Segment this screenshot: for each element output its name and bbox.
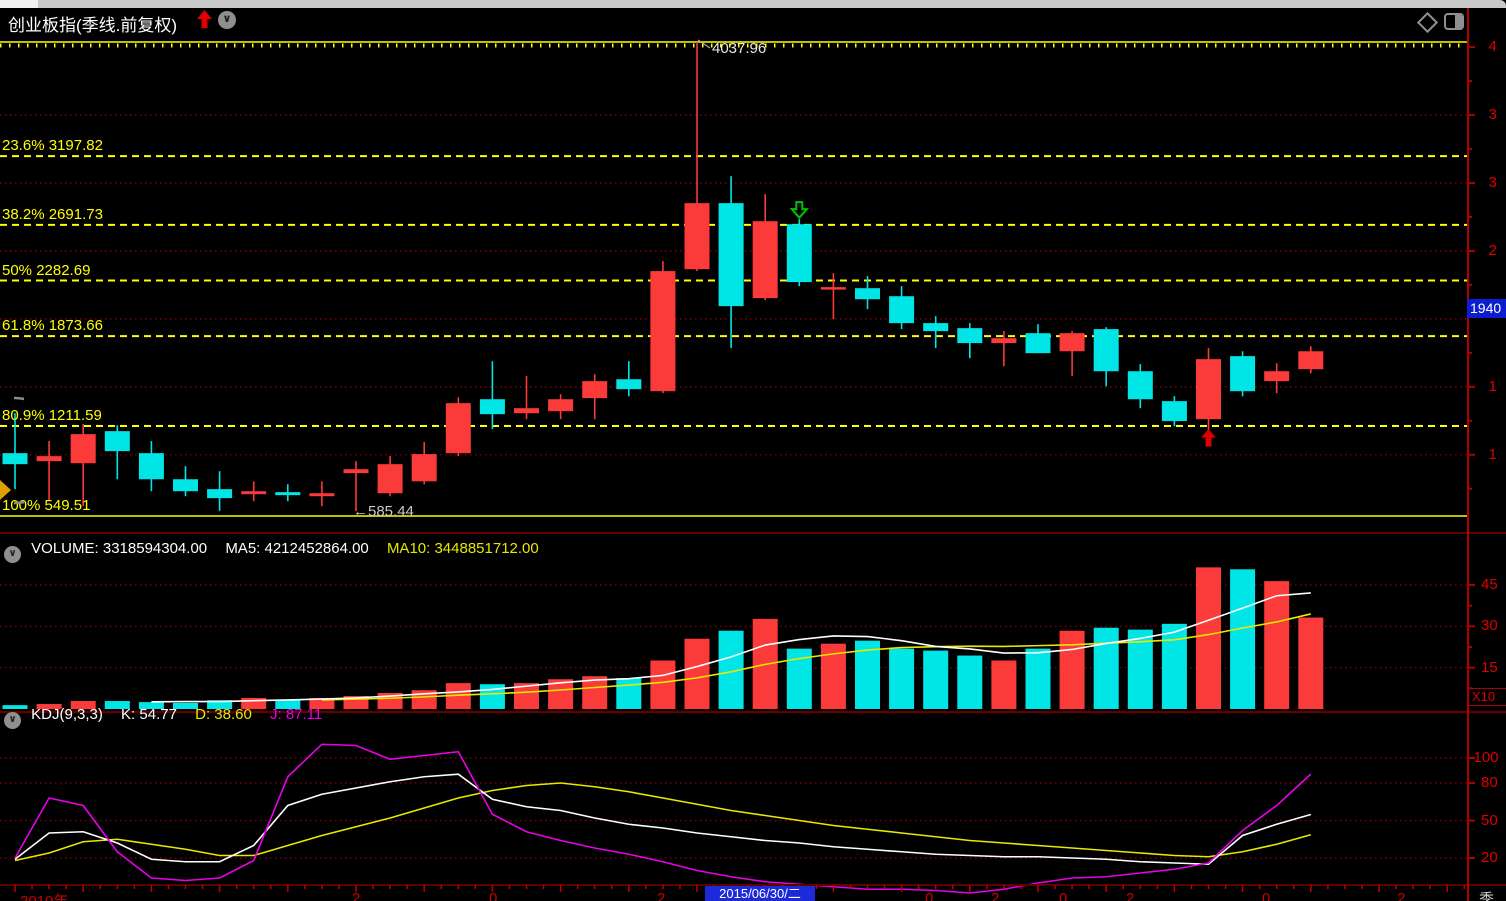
title-collapse-chevron-icon[interactable]: ∨ xyxy=(218,11,236,29)
candle-body xyxy=(411,454,437,482)
kdj-j-line xyxy=(14,743,1312,894)
price-up-arrow-icon xyxy=(196,10,213,29)
candle-body xyxy=(138,453,164,480)
candle-body xyxy=(889,296,915,324)
volume-bar xyxy=(684,638,710,709)
sell-signal-arrow-icon xyxy=(789,201,810,220)
candle-body xyxy=(718,203,744,307)
window-top-strip-segment xyxy=(0,0,38,8)
volume-bar xyxy=(1196,567,1221,709)
candle-body xyxy=(309,493,335,497)
volume-bar xyxy=(36,704,62,709)
kdj-d-line xyxy=(14,782,1312,862)
volume-bar xyxy=(582,676,608,709)
volume-bar xyxy=(2,705,28,709)
candle-body xyxy=(1264,371,1290,382)
left-edge-marker-icon[interactable] xyxy=(0,480,11,500)
candle-body xyxy=(36,456,62,462)
volume-bar xyxy=(1161,623,1187,709)
candle-body xyxy=(377,464,403,494)
volume-bar xyxy=(650,660,676,709)
volume-bar xyxy=(207,700,233,709)
candle-body xyxy=(1298,351,1324,370)
candle-body xyxy=(957,328,983,344)
candle-body xyxy=(548,399,574,412)
window-top-strip xyxy=(0,0,1506,8)
candle-body xyxy=(650,271,676,392)
volume-collapse-chevron-icon[interactable]: ∨ xyxy=(4,546,21,563)
volume-bar xyxy=(855,640,880,709)
candle-body xyxy=(173,479,198,492)
volume-bar xyxy=(104,701,130,709)
panel-split-icon[interactable] xyxy=(1444,13,1464,30)
candle-body xyxy=(479,399,505,415)
volume-bar xyxy=(275,700,301,709)
candle-body xyxy=(582,381,608,399)
volume-bar xyxy=(1264,581,1290,709)
volume-bar xyxy=(889,648,915,709)
candle-body xyxy=(445,403,471,454)
volume-ma5-line xyxy=(151,592,1311,703)
candle-body xyxy=(514,408,539,414)
candle-body xyxy=(1230,356,1256,392)
candle-body xyxy=(207,489,233,499)
panel-split-icon-fill xyxy=(1455,15,1462,28)
volume-bar xyxy=(1025,648,1051,709)
candle-body xyxy=(786,224,812,283)
candle-body xyxy=(923,323,949,332)
kdj-k-line xyxy=(14,773,1312,866)
volume-bar xyxy=(138,702,164,709)
candle-body xyxy=(820,287,846,290)
volume-bar xyxy=(173,702,198,709)
peak-pointer-line xyxy=(697,39,711,49)
volume-bar xyxy=(957,655,983,709)
candle-body xyxy=(2,453,28,465)
volume-ma10-line xyxy=(321,613,1311,701)
candle-body xyxy=(1127,371,1153,400)
candle-body xyxy=(752,221,778,299)
volume-bar xyxy=(241,697,267,709)
volume-bar xyxy=(616,678,642,709)
volume-bar xyxy=(1059,630,1085,709)
candle-body xyxy=(104,431,130,452)
candle-body xyxy=(343,469,369,474)
candle-body xyxy=(991,338,1017,344)
volume-bar xyxy=(70,701,96,709)
candle-body xyxy=(684,203,710,270)
volume-bar xyxy=(1093,627,1119,709)
candle-body xyxy=(1196,359,1221,420)
volume-bar xyxy=(309,697,335,709)
candle-body xyxy=(241,491,267,495)
candle-body xyxy=(1025,333,1051,354)
volume-bar xyxy=(1230,569,1256,709)
volume-bar xyxy=(1298,617,1324,709)
volume-bar xyxy=(991,660,1017,709)
instrument-title: 创业板指(季线.前复权) xyxy=(8,16,178,35)
candle-body xyxy=(1161,401,1187,422)
candle-body xyxy=(616,379,642,390)
buy-signal-arrow-icon xyxy=(1201,429,1216,447)
candle-body xyxy=(1059,333,1085,352)
candle-body xyxy=(855,288,880,300)
volume-bar xyxy=(923,650,949,709)
candle-body xyxy=(70,434,96,464)
candle-body xyxy=(1093,329,1119,372)
kdj-collapse-chevron-icon[interactable]: ∨ xyxy=(4,712,21,729)
title-bar: 创业板指(季线.前复权) ∨ xyxy=(0,8,1460,38)
candle-body xyxy=(275,492,301,496)
